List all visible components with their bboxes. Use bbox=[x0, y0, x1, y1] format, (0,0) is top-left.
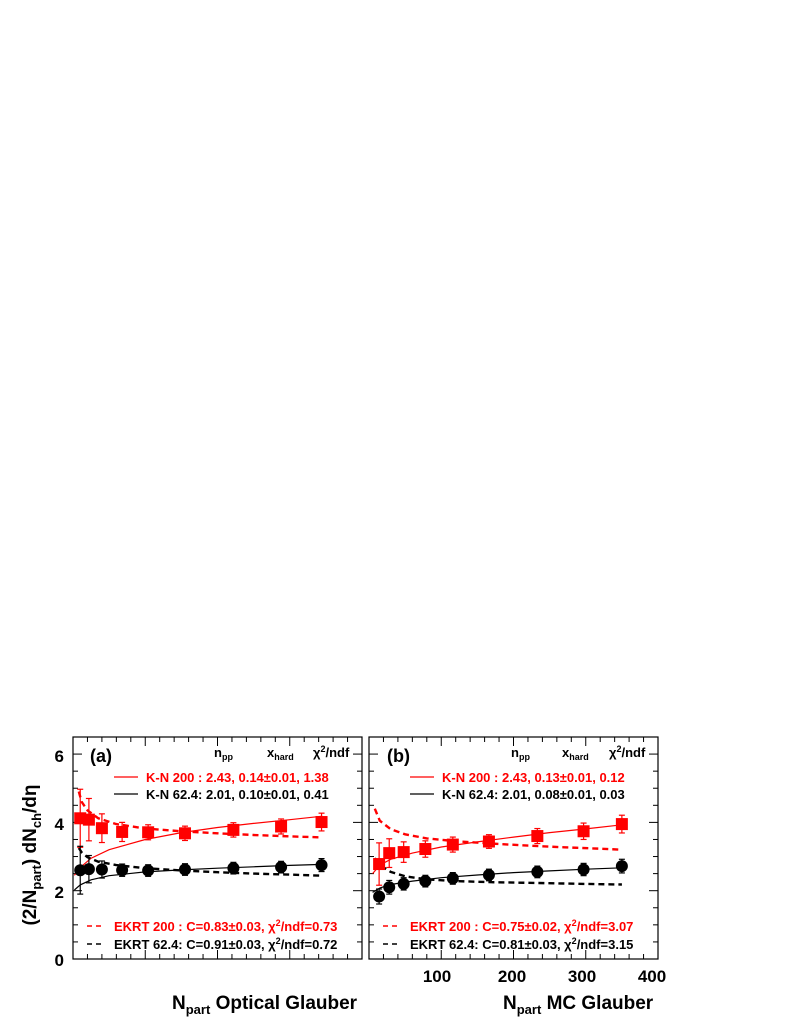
data-point-62-4 bbox=[446, 872, 459, 885]
x-axis-label: Npart MC Glauber bbox=[503, 993, 654, 1017]
y-tick-label: 0 bbox=[55, 951, 64, 970]
data-point-200 bbox=[615, 818, 628, 831]
data-point-200 bbox=[446, 838, 459, 851]
data-point-200 bbox=[373, 858, 386, 871]
axis-ticks bbox=[72, 736, 363, 960]
data-point-62-4 bbox=[577, 863, 590, 876]
data-point-200 bbox=[142, 826, 155, 839]
y-tick-label: 4 bbox=[55, 815, 65, 834]
data-point-62-4 bbox=[82, 863, 95, 876]
data-point-62-4 bbox=[275, 861, 288, 874]
data-point-200 bbox=[227, 823, 240, 836]
legend-kn-62: K-N 62.4: 2.01, 0.08±0.01, 0.03 bbox=[442, 787, 625, 802]
data-point-62-4 bbox=[95, 863, 108, 876]
x-tick-label: 300 bbox=[568, 967, 596, 986]
data-point-200 bbox=[95, 822, 108, 835]
data-points bbox=[74, 788, 328, 895]
panel-a: (a) npp xhard χ2/ndf K-N 200 : 2.43, 0.1… bbox=[72, 736, 363, 1017]
x-tick-label: 400 bbox=[638, 967, 666, 986]
header-chi2: χ2/ndf bbox=[313, 744, 350, 760]
y-axis-label-c: ) dN bbox=[20, 828, 41, 865]
header-npp: npp bbox=[214, 745, 233, 762]
data-point-62-4 bbox=[315, 859, 328, 872]
fit-curves bbox=[372, 808, 622, 893]
data-point-62-4 bbox=[373, 890, 386, 903]
data-point-62-4 bbox=[482, 868, 495, 881]
legend-kn-200: K-N 200 : 2.43, 0.13±0.01, 0.12 bbox=[442, 770, 625, 785]
panel-b: (b) npp xhard χ2/ndf K-N 200 : 2.43, 0.1… bbox=[368, 736, 659, 1017]
data-point-200 bbox=[315, 816, 328, 829]
data-point-62-4 bbox=[74, 864, 87, 877]
curve-ekrt-62-4 bbox=[77, 847, 323, 877]
y-axis-label-a: (2/N bbox=[20, 890, 41, 926]
data-point-62-4 bbox=[397, 877, 410, 890]
data-point-200 bbox=[178, 827, 191, 840]
x-tick-label: 100 bbox=[423, 967, 451, 986]
data-point-62-4 bbox=[116, 864, 129, 877]
axis-ticks bbox=[368, 736, 659, 960]
data-point-62-4 bbox=[178, 863, 191, 876]
data-point-62-4 bbox=[227, 862, 240, 875]
legend-kn-200: K-N 200 : 2.43, 0.14±0.01, 1.38 bbox=[146, 770, 329, 785]
y-tick-label: 6 bbox=[55, 747, 64, 766]
curve-k-n-200 bbox=[372, 824, 622, 874]
x-tick-label: 200 bbox=[498, 967, 526, 986]
data-point-200 bbox=[116, 825, 129, 838]
data-point-200 bbox=[531, 830, 544, 843]
curve-k-n-62-4 bbox=[74, 863, 323, 891]
header-xhard: xhard bbox=[267, 745, 294, 762]
panel-tag: (a) bbox=[90, 746, 112, 766]
legend-ekrt-200: EKRT 200 : C=0.83±0.03, χ2/ndf=0.73 bbox=[114, 918, 337, 934]
data-point-62-4 bbox=[531, 865, 544, 878]
data-point-62-4 bbox=[383, 881, 396, 894]
y-axis-label-d: ch bbox=[29, 813, 44, 828]
data-point-200 bbox=[419, 843, 432, 856]
data-point-200 bbox=[383, 847, 396, 860]
data-point-200 bbox=[82, 813, 95, 826]
curve-k-n-200 bbox=[73, 815, 323, 876]
y-axis-label: (2/Npart) dNch/dη bbox=[20, 784, 44, 925]
fit-curves bbox=[73, 791, 323, 891]
legend-kn-62: K-N 62.4: 2.01, 0.10±0.01, 0.41 bbox=[146, 787, 329, 802]
y-axis-label-b: part bbox=[29, 864, 44, 889]
legend-ekrt-62: EKRT 62.4: C=0.91±0.03, χ2/ndf=0.72 bbox=[114, 936, 337, 952]
data-point-200 bbox=[482, 835, 495, 848]
data-point-62-4 bbox=[142, 864, 155, 877]
header-xhard: xhard bbox=[562, 745, 589, 762]
header-chi2: χ2/ndf bbox=[609, 744, 646, 760]
header-npp: npp bbox=[511, 745, 530, 762]
data-point-200 bbox=[397, 846, 410, 859]
data-point-200 bbox=[275, 820, 288, 833]
y-axis-label-e: /dη bbox=[20, 784, 41, 813]
data-point-200 bbox=[577, 825, 590, 838]
data-point-62-4 bbox=[615, 860, 628, 873]
y-tick-label: 2 bbox=[55, 883, 64, 902]
legend-ekrt-200: EKRT 200 : C=0.75±0.02, χ2/ndf=3.07 bbox=[410, 918, 633, 934]
legend-ekrt-62: EKRT 62.4: C=0.81±0.03, χ2/ndf=3.15 bbox=[410, 936, 633, 952]
data-point-62-4 bbox=[419, 875, 432, 888]
data-points bbox=[373, 814, 628, 905]
x-axis-label: Npart Optical Glauber bbox=[172, 993, 358, 1017]
panel-tag: (b) bbox=[387, 746, 410, 766]
